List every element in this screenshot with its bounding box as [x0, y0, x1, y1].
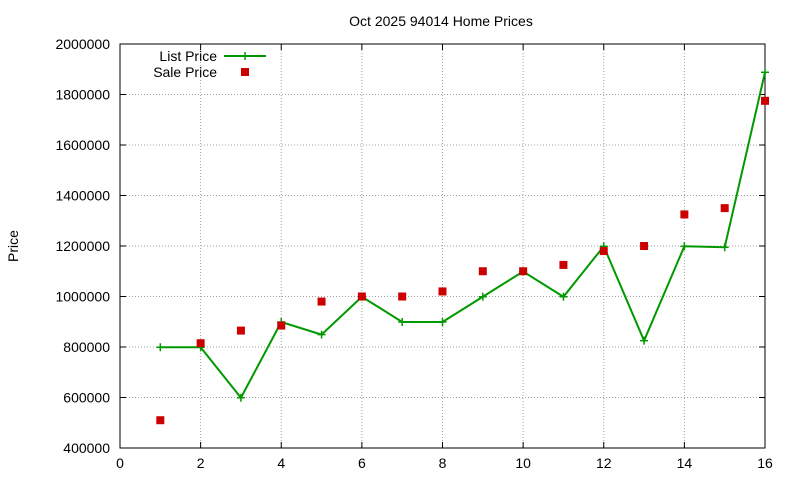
legend-marker: [241, 68, 249, 76]
sale-price-point: [438, 287, 447, 296]
x-tick-label: 16: [757, 455, 773, 471]
list-price-marker: [680, 242, 689, 251]
sale-price-point: [156, 416, 165, 425]
y-tick-label: 1000000: [55, 289, 110, 305]
sale-price-point: [478, 267, 487, 276]
grid: [120, 44, 765, 448]
sale-price-point: [398, 292, 407, 301]
sale-price-point: [761, 96, 769, 105]
y-tick-label: 1800000: [55, 87, 110, 103]
sale-price-point: [640, 242, 649, 250]
x-tick-label: 14: [677, 455, 693, 471]
y-tick-label: 2000000: [55, 36, 110, 52]
list-price-marker: [398, 318, 407, 327]
series-layer: [156, 68, 769, 425]
y-axis-label: Price: [5, 230, 21, 262]
list-price-line: [160, 72, 766, 400]
list-price-marker: [317, 330, 326, 339]
x-tick-label: 0: [116, 455, 124, 471]
y-tick-label: 1200000: [55, 238, 110, 254]
sale-price-point: [357, 292, 366, 301]
sale-price-point: [519, 267, 528, 276]
chart-title: Oct 2025 94014 Home Prices: [349, 13, 533, 29]
x-tick-label: 2: [197, 455, 205, 471]
legend-label: Sale Price: [153, 64, 217, 80]
y-tick-label: 600000: [63, 390, 110, 406]
y-tick-label: 400000: [63, 440, 110, 456]
x-tick-label: 12: [596, 455, 612, 471]
x-tick-label: 8: [439, 455, 447, 471]
sale-price-point: [599, 247, 608, 256]
list-price-marker: [720, 243, 729, 252]
list-price-marker: [478, 292, 487, 301]
sale-price-point: [720, 204, 729, 213]
legend-marker: [241, 52, 249, 60]
x-tick-label: 6: [358, 455, 366, 471]
list-price-marker: [640, 336, 649, 345]
sale-price-point: [236, 326, 245, 335]
list-price-marker: [156, 343, 165, 352]
sale-price-point: [559, 260, 568, 269]
y-tick-label: 1600000: [55, 137, 110, 153]
list-price-marker: [438, 318, 447, 327]
y-tick-label: 1400000: [55, 188, 110, 204]
sale-price-point: [317, 297, 326, 306]
x-tick-label: 4: [277, 455, 285, 471]
list-price-marker: [236, 393, 245, 402]
axis-ticks: 0 2 4 6 8 10 12 14 16 400000 600000 800000 1000000 12…: [55, 36, 773, 471]
x-tick-label: 10: [515, 455, 531, 471]
list-price-marker: [761, 68, 769, 77]
y-tick-label: 800000: [63, 339, 110, 355]
sale-price-point: [277, 321, 286, 330]
legend-label: List Price: [159, 48, 217, 64]
sale-price-point: [196, 339, 205, 348]
sale-price-point: [680, 210, 689, 219]
list-price-marker: [559, 292, 568, 301]
